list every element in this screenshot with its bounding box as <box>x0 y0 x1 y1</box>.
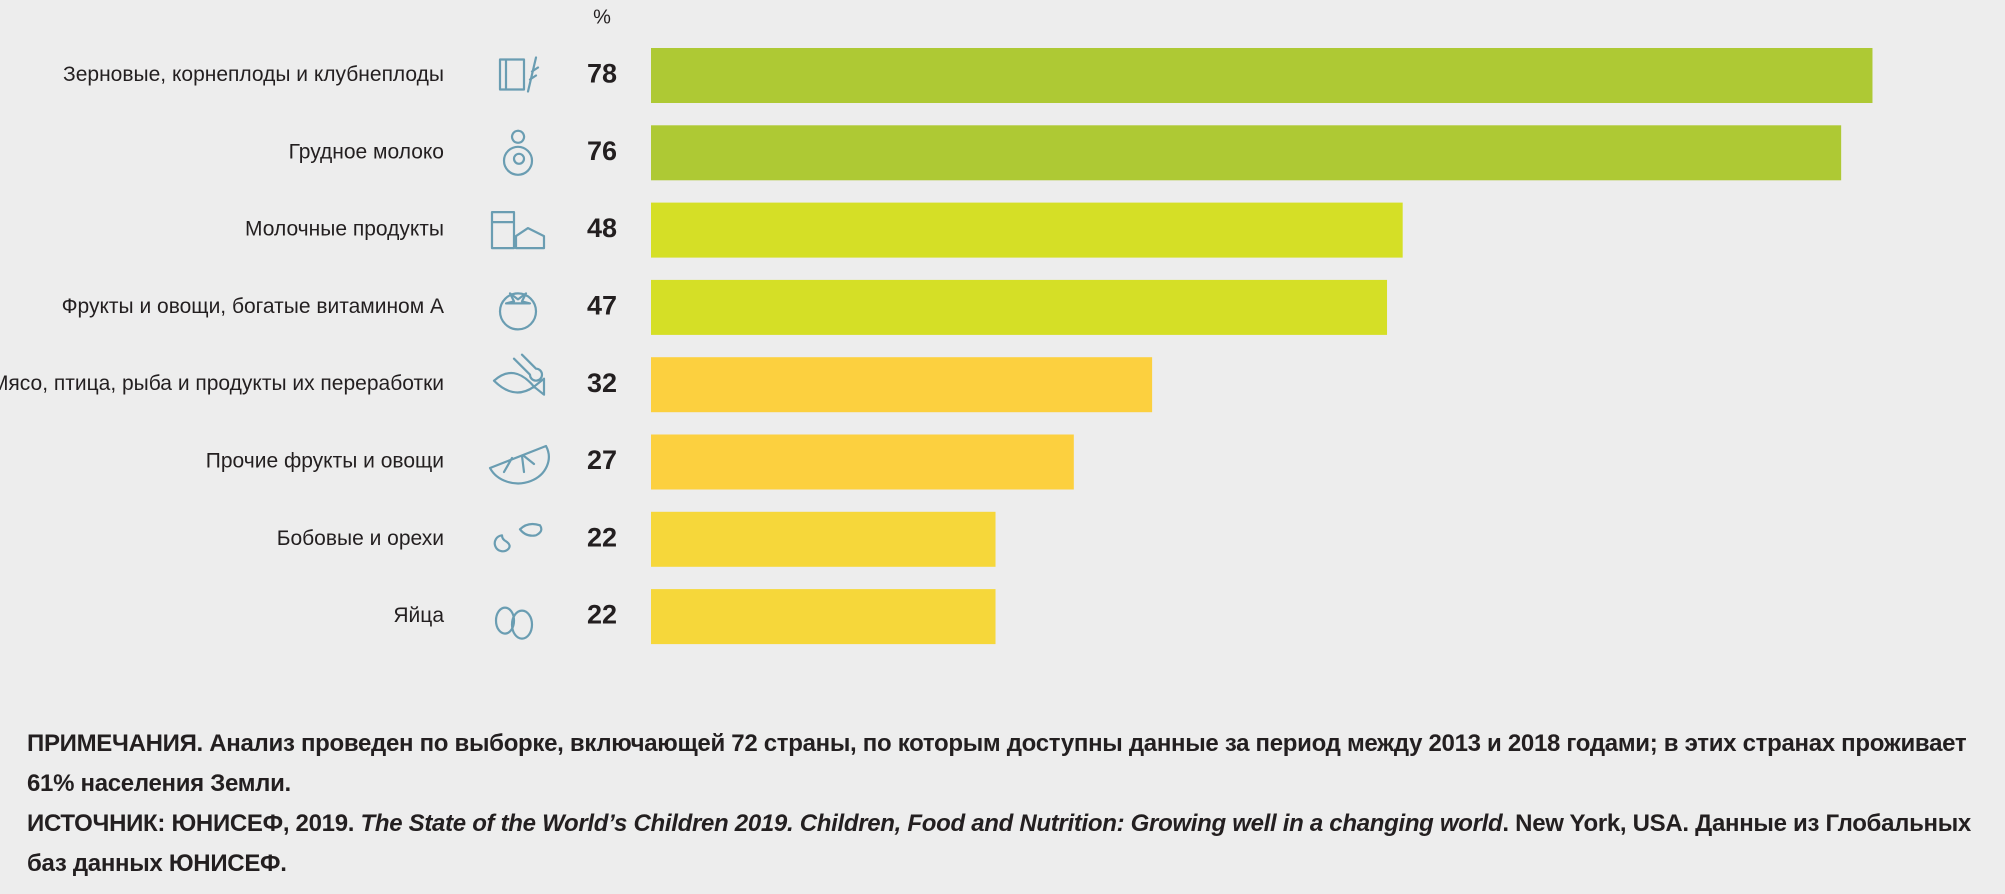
bar <box>651 48 1873 103</box>
value-label: 22 <box>587 522 617 552</box>
source-suffix: . New York, USA. Данные из Глобальных ба… <box>27 810 1971 877</box>
category-label: Яйца <box>393 604 444 627</box>
value-label: 76 <box>587 136 617 166</box>
value-label: 32 <box>587 368 617 398</box>
icon <box>492 353 546 396</box>
bar <box>651 279 1388 335</box>
value-label: 48 <box>587 213 617 243</box>
icon <box>490 211 546 250</box>
value-label: 47 <box>587 291 617 321</box>
value-label: 27 <box>587 445 617 475</box>
icon <box>494 606 534 640</box>
icon <box>498 292 538 331</box>
bar <box>651 125 1842 181</box>
category-label: Мясо, птица, рыба и продукты их перерабо… <box>0 372 444 395</box>
notes: ПРИМЕЧАНИЯ. Анализ проведен по выборке, … <box>27 730 1967 797</box>
category-label: Прочие фрукты и овощи <box>206 450 444 473</box>
bar <box>651 589 996 645</box>
bar <box>651 202 1403 258</box>
category-label: Зерновые, корнеплоды и клубнеплоды <box>63 63 444 86</box>
chart: % Зерновые, корнеплоды и клубнеплоды 78 Гр… <box>0 6 1873 645</box>
bar <box>651 511 996 567</box>
category-label: Молочные продукты <box>245 218 444 241</box>
source: ИСТОЧНИК: ЮНИСЕФ, 2019. The State of the… <box>27 804 1992 884</box>
category-label: Бобовые и орехи <box>277 527 444 550</box>
source-title: The State of the World’s Children 2019. … <box>360 810 1503 837</box>
category-label: Грудное молоко <box>289 140 444 163</box>
bar <box>651 434 1074 490</box>
unit-label: % <box>593 6 611 28</box>
category-label: Фрукты и овощи, богатые витамином А <box>62 295 444 318</box>
bar <box>651 357 1153 413</box>
icon <box>488 444 550 485</box>
source-prefix: ИСТОЧНИК: ЮНИСЕФ, 2019. <box>27 810 361 837</box>
icon <box>498 56 540 93</box>
icon <box>502 129 534 176</box>
icon <box>493 522 543 553</box>
value-label: 78 <box>587 59 617 89</box>
value-label: 22 <box>587 600 617 630</box>
